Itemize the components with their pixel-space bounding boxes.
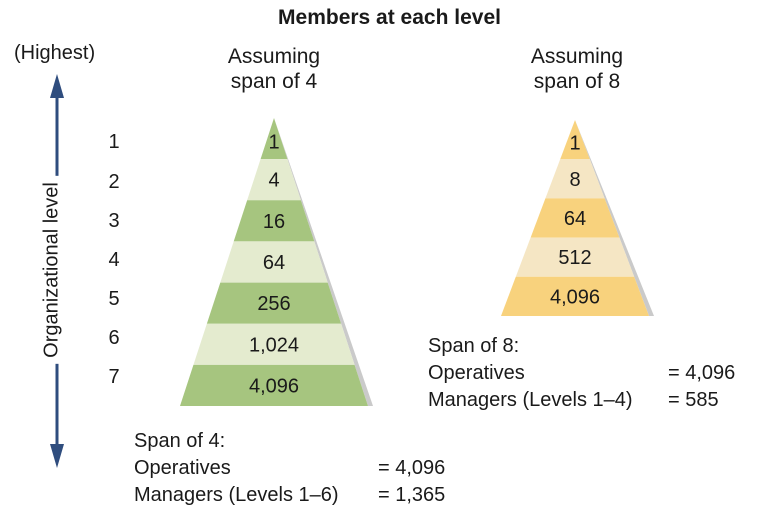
- pyramid-band: [560, 120, 590, 160]
- pyramid-shadow: [274, 118, 373, 406]
- level-number: 4: [108, 249, 120, 271]
- band-value: 16: [263, 211, 285, 233]
- pyramid-header-span-4: Assuming span of 4: [194, 44, 354, 94]
- band-value: 4: [268, 170, 279, 192]
- header-line: Assuming: [227, 45, 321, 68]
- level-number: 7: [108, 366, 120, 388]
- level-number: 1: [108, 131, 120, 153]
- summary-span-4: Span of 4: Operatives = 4,096 Managers (…: [134, 428, 474, 509]
- pyramid-header-span-8: Assuming span of 8: [497, 44, 657, 94]
- pyramid-band: [247, 159, 301, 201]
- pyramid-band: [193, 323, 355, 365]
- pyramid-shadow: [575, 120, 654, 316]
- managers-value: = 1,365: [378, 484, 446, 506]
- summary-heading: Span of 4:: [134, 430, 226, 452]
- pyramid-band: [233, 200, 315, 242]
- operatives-label: Operatives: [134, 457, 231, 479]
- pyramid-band: [501, 276, 649, 316]
- level-number: 2: [108, 171, 120, 193]
- header-line: span of 8: [533, 70, 621, 93]
- band-value: 8: [569, 169, 580, 191]
- pyramid-band: [206, 282, 342, 324]
- highest-label: (Highest): [14, 42, 96, 64]
- level-number: 5: [108, 288, 120, 310]
- operatives-label: Operatives: [428, 362, 525, 384]
- summary-heading: Span of 8:: [428, 335, 520, 357]
- header-line: Assuming: [530, 45, 624, 68]
- arrow-up-icon: [50, 74, 64, 98]
- pyramid-band: [515, 237, 635, 277]
- band-value: 1,024: [249, 334, 299, 356]
- managers-value: = 585: [668, 389, 719, 411]
- band-value: 256: [257, 293, 290, 315]
- summary-span-8: Span of 8: Operatives = 4,096 Managers (…: [428, 333, 768, 414]
- operatives-value: = 4,096: [378, 457, 446, 479]
- pyramid-band: [220, 241, 328, 283]
- arrow-down-icon: [50, 444, 64, 468]
- operatives-value: = 4,096: [668, 362, 736, 384]
- band-value: 512: [558, 247, 591, 269]
- band-value: 1: [569, 133, 580, 155]
- band-value: 1: [268, 132, 279, 154]
- diagram-title: Members at each level: [278, 6, 501, 29]
- pyramid-band: [260, 118, 288, 160]
- pyramid-band: [530, 198, 620, 238]
- managers-label: Managers (Levels 1–4): [428, 389, 633, 411]
- band-value: 4,096: [249, 375, 299, 397]
- band-value: 64: [564, 208, 586, 230]
- managers-label: Managers (Levels 1–6): [134, 484, 339, 506]
- pyramid-band: [180, 364, 368, 406]
- header-line: span of 4: [230, 70, 318, 93]
- level-number: 6: [108, 327, 120, 349]
- band-value: 4,096: [550, 286, 600, 308]
- band-value: 64: [263, 252, 285, 274]
- pyramid-band: [545, 159, 605, 199]
- level-number: 3: [108, 210, 120, 232]
